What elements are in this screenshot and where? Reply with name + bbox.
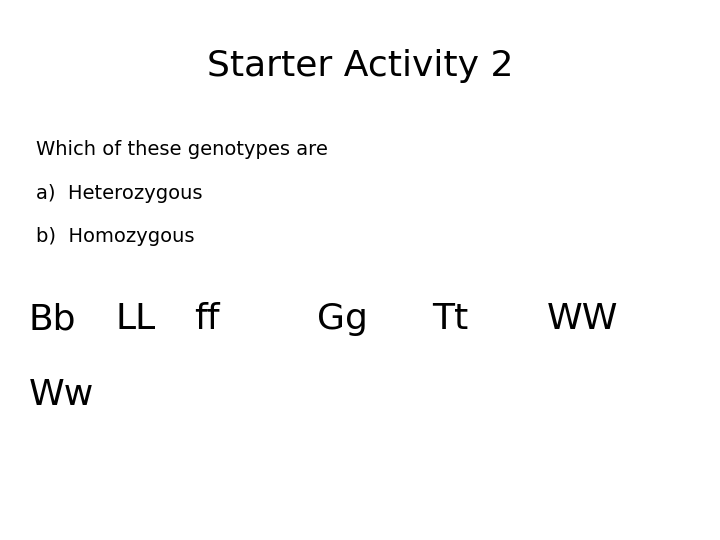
Text: b)  Homozygous: b) Homozygous	[36, 227, 194, 246]
Text: Ww: Ww	[29, 378, 94, 412]
Text: Which of these genotypes are: Which of these genotypes are	[36, 140, 328, 159]
Text: Gg: Gg	[317, 302, 368, 336]
Text: WW: WW	[547, 302, 618, 336]
Text: Bb: Bb	[29, 302, 76, 336]
Text: a)  Heterozygous: a) Heterozygous	[36, 184, 202, 202]
Text: ff: ff	[194, 302, 220, 336]
Text: Starter Activity 2: Starter Activity 2	[207, 49, 513, 83]
Text: LL: LL	[115, 302, 156, 336]
Text: Tt: Tt	[432, 302, 468, 336]
